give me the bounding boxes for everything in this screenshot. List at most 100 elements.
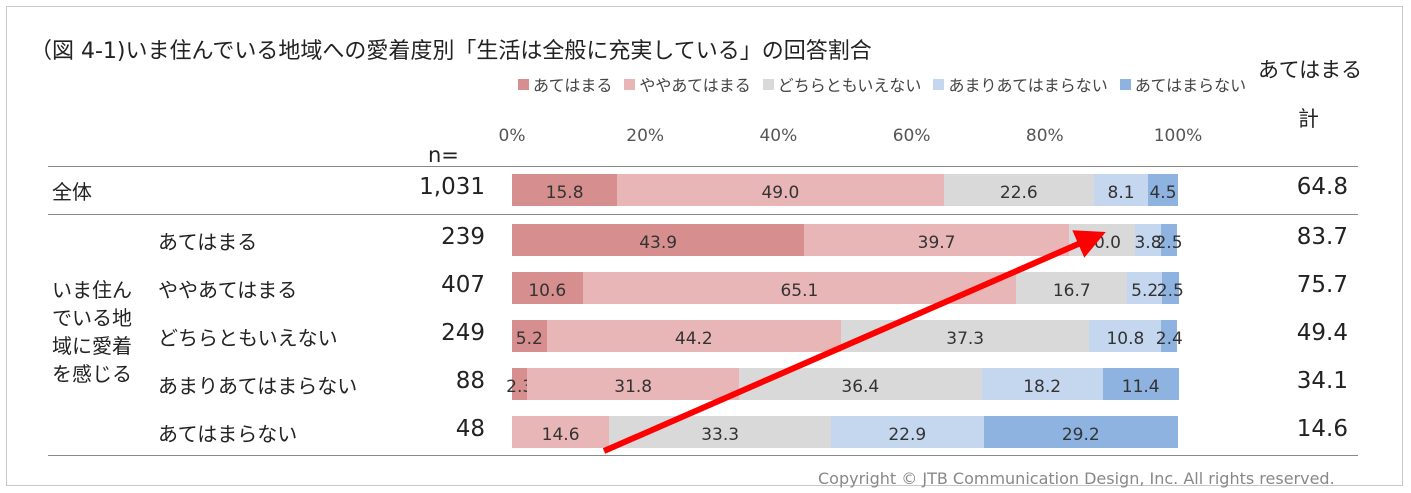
x-tick-label: 80% bbox=[1025, 126, 1064, 146]
legend-swatch bbox=[624, 78, 636, 90]
x-tick-label: 0% bbox=[498, 126, 526, 146]
x-tick-label: 100% bbox=[1153, 126, 1203, 146]
legend-item: ややあてはまる bbox=[624, 72, 751, 96]
row-total-value: 34.1 bbox=[1296, 368, 1348, 394]
row-n-value: 407 bbox=[441, 272, 485, 298]
row-label: あてはまる bbox=[158, 230, 258, 254]
bar-value-label: 8.1 bbox=[1107, 183, 1135, 203]
bar-value-label: 44.2 bbox=[674, 329, 713, 349]
row-total-value: 14.6 bbox=[1296, 416, 1348, 442]
bar-segment bbox=[512, 272, 583, 304]
bar-segment bbox=[981, 368, 1103, 400]
bar-segment bbox=[831, 416, 984, 448]
bar-segment bbox=[1148, 174, 1178, 206]
bar-segment bbox=[617, 174, 944, 206]
bar-value-label: 2.5 bbox=[1155, 233, 1183, 253]
bar-value-label: 15.8 bbox=[545, 183, 584, 203]
bar-value-label: 49.0 bbox=[761, 183, 800, 203]
bar-value-label: 36.4 bbox=[841, 377, 880, 397]
bar-value-label: 14.6 bbox=[541, 425, 580, 445]
row-label: ややあてはまる bbox=[158, 278, 298, 302]
x-tick-label: 60% bbox=[892, 126, 931, 146]
bar-value-label: 11.4 bbox=[1121, 377, 1160, 397]
bar-segment bbox=[983, 416, 1178, 448]
legend-swatch bbox=[518, 78, 529, 90]
x-tick-label: 20% bbox=[626, 126, 665, 146]
legend-item: あまりあてはまらない bbox=[933, 72, 1108, 96]
row-label: あまりあてはまらない bbox=[158, 374, 358, 398]
bar-segment bbox=[1102, 368, 1179, 400]
bar-segment bbox=[804, 224, 1069, 256]
bar-value-label: 2.3 bbox=[506, 377, 534, 397]
bar-segment bbox=[1135, 224, 1161, 256]
bar-segment bbox=[1089, 320, 1162, 352]
legend: あてはまる ややあてはまる どちらともいえない あまりあてはまらない あてはまらない bbox=[518, 72, 1258, 96]
bar-segment bbox=[512, 368, 528, 400]
bar-segment bbox=[546, 320, 841, 352]
legend-swatch bbox=[762, 78, 774, 90]
bar-value-label: 2.4 bbox=[1155, 329, 1183, 349]
bar-segment bbox=[1094, 174, 1149, 206]
bar-segment bbox=[512, 224, 805, 256]
row-n-value: 48 bbox=[455, 416, 485, 442]
chart-title: （図 4-1)いま住んでいる地域への愛着度別「生活は全般に充実している」の回答割… bbox=[30, 39, 872, 64]
legend-swatch bbox=[1119, 78, 1131, 90]
legend-label: あてはまる bbox=[533, 76, 613, 95]
bar-segment bbox=[512, 416, 610, 448]
bar-segment bbox=[512, 320, 547, 352]
legend-item: あてはまる bbox=[518, 72, 612, 96]
n-header: n= bbox=[428, 143, 459, 167]
bar-segment bbox=[1016, 272, 1128, 304]
row-total-value: 64.8 bbox=[1296, 174, 1348, 200]
legend-label: どちらともいえない bbox=[777, 76, 922, 95]
bar-value-label: 5.2 bbox=[515, 329, 543, 349]
separator-line bbox=[48, 166, 1358, 167]
trend-arrow-line bbox=[602, 230, 1106, 454]
row-total-value: 49.4 bbox=[1296, 320, 1348, 346]
legend-label: あまりあてはまらない bbox=[948, 76, 1108, 95]
bar-value-label: 3.8 bbox=[1134, 233, 1162, 253]
bar-segment bbox=[841, 320, 1090, 352]
legend-item: あてはまらない bbox=[1119, 72, 1246, 96]
bar-segment bbox=[512, 174, 618, 206]
bar-value-label: 2.5 bbox=[1156, 281, 1184, 301]
row-total-value: 83.7 bbox=[1296, 224, 1348, 250]
total-header-line2: 計 bbox=[1298, 107, 1319, 131]
x-tick-label: 40% bbox=[759, 126, 798, 146]
row-total-value: 75.7 bbox=[1296, 272, 1348, 298]
chart-frame bbox=[6, 6, 1403, 486]
separator-line bbox=[48, 455, 1358, 456]
legend-item: どちらともいえない bbox=[762, 72, 922, 96]
bar-value-label: 31.8 bbox=[614, 377, 653, 397]
bar-value-label: 4.5 bbox=[1149, 183, 1177, 203]
bar-value-label: 33.3 bbox=[701, 425, 740, 445]
bar-value-label: 39.7 bbox=[917, 233, 956, 253]
row-n-value: 249 bbox=[441, 320, 485, 346]
bar-value-label: 10.6 bbox=[528, 281, 567, 301]
bar-value-label: 10.8 bbox=[1106, 329, 1145, 349]
bar-value-label: 18.2 bbox=[1023, 377, 1062, 397]
legend-swatch bbox=[933, 78, 945, 90]
bar-value-label: 37.3 bbox=[946, 329, 985, 349]
row-label: あてはまらない bbox=[158, 422, 298, 446]
bar-segment bbox=[1160, 224, 1178, 256]
bar-value-label: 22.9 bbox=[888, 425, 927, 445]
row-n-value: 1,031 bbox=[419, 174, 485, 200]
bar-value-label: 22.6 bbox=[999, 183, 1038, 203]
bar-value-label: 29.2 bbox=[1061, 425, 1100, 445]
group-label: いま住んでいる地域に愛着を感じる bbox=[52, 278, 132, 386]
bar-segment bbox=[1162, 272, 1179, 304]
bar-value-label: 16.7 bbox=[1052, 281, 1091, 301]
bar-value-label: 65.1 bbox=[780, 281, 819, 301]
legend-label: ややあてはまる bbox=[639, 76, 751, 95]
bar-segment bbox=[1161, 320, 1178, 352]
bar-segment bbox=[1127, 272, 1162, 304]
copyright: Copyright © JTB Communication Design, In… bbox=[818, 469, 1335, 488]
bar-segment bbox=[527, 368, 740, 400]
row-label: どちらともいえない bbox=[158, 326, 338, 350]
row-n-value: 88 bbox=[455, 368, 485, 394]
row-label: 全体 bbox=[52, 180, 92, 204]
total-header-line1: あてはまる bbox=[1258, 58, 1363, 82]
bar-value-label: 5.2 bbox=[1131, 281, 1159, 301]
